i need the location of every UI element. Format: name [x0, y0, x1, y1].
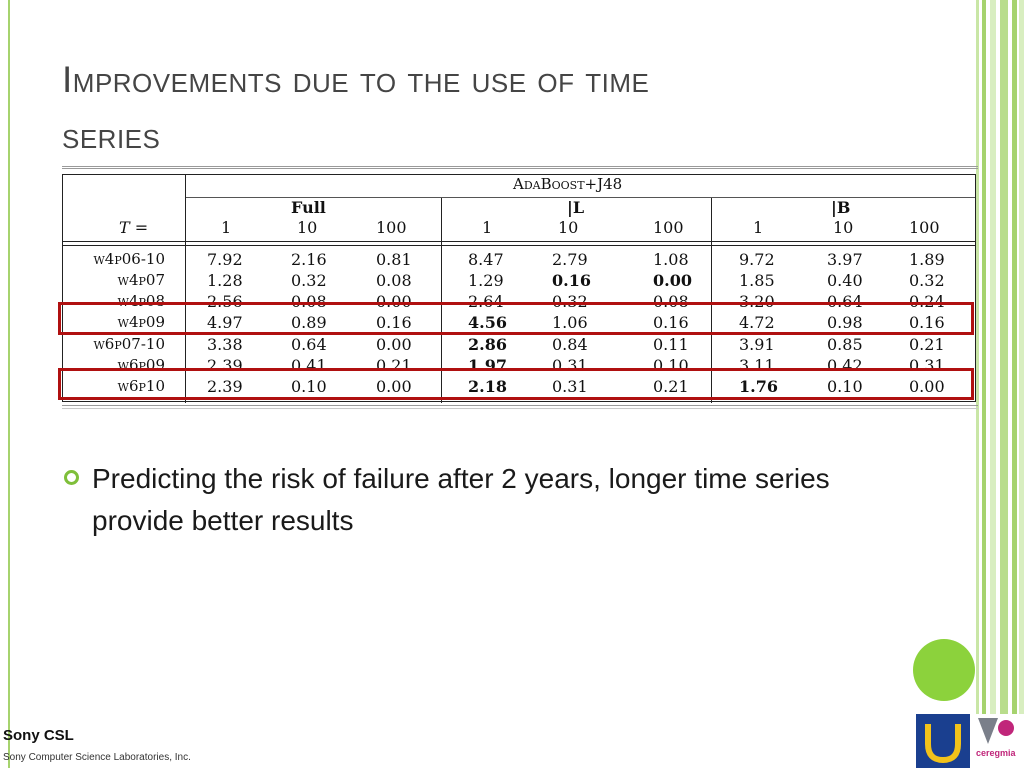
footer-brand-subtitle: Sony Computer Science Laboratories, Inc.	[3, 752, 191, 763]
group-header-b: |B	[831, 198, 851, 217]
table-cell: 0.10	[291, 377, 327, 396]
table-cell: 2.16	[291, 250, 327, 269]
table-cell: 0.08	[291, 292, 327, 311]
table-cell: 0.00	[909, 377, 945, 396]
table-cell: 2.86	[468, 335, 507, 354]
column-header-t: 100	[909, 218, 940, 237]
table-cell: 0.98	[827, 313, 863, 332]
table-cell: 4.97	[207, 313, 243, 332]
left-border-line	[8, 0, 10, 768]
table-cell: 1.06	[552, 313, 588, 332]
table-cell: 0.24	[909, 292, 945, 311]
right-decor-stripes	[976, 0, 1024, 768]
title-divider	[62, 166, 978, 169]
table-cell: 0.84	[552, 335, 588, 354]
table-cell: 0.40	[827, 271, 863, 290]
table-cell: 0.16	[909, 313, 945, 332]
table-cell: 4.56	[468, 313, 507, 332]
table-cell: 2.18	[468, 377, 507, 396]
table-row-label: w4p08	[117, 292, 165, 310]
ceregmia-logo-icon	[978, 718, 1014, 744]
table-cell: 0.32	[291, 271, 327, 290]
column-header-t: 1	[753, 218, 764, 237]
column-header-t: 1	[221, 218, 232, 237]
university-logo-icon	[916, 714, 970, 768]
t-label: T =	[119, 218, 149, 237]
table-cell: 0.00	[376, 335, 412, 354]
table-cell: 1.28	[207, 271, 243, 290]
bullet-text: Predicting the risk of failure after 2 y…	[92, 463, 830, 536]
table-cell: 9.72	[739, 250, 775, 269]
table-cell: 0.11	[653, 335, 689, 354]
column-header-t: 10	[833, 218, 854, 237]
table-cell: 1.76	[739, 377, 778, 396]
table-cell: 0.32	[552, 292, 588, 311]
table-cell: 3.38	[207, 335, 243, 354]
footer-brand: Sony CSL	[3, 727, 74, 744]
table-super-header: AdaBoost+J48	[513, 175, 623, 193]
table-cell: 4.72	[739, 313, 775, 332]
table-cell: 0.16	[653, 313, 689, 332]
table-cell: 0.16	[376, 313, 412, 332]
table-cell: 0.08	[653, 292, 689, 311]
bullet-circle-icon	[64, 470, 79, 485]
table-cell: 0.21	[909, 335, 945, 354]
table-cell: 7.92	[207, 250, 243, 269]
table-row-label: w4p07	[117, 271, 165, 289]
column-header-t: 100	[653, 218, 684, 237]
table-row-label: w4p09	[117, 313, 165, 331]
slide-title-line-2: series	[62, 115, 161, 156]
ceregmia-logo: ceregmia	[974, 714, 1024, 768]
table-cell: 2.39	[207, 377, 243, 396]
slide-title: Improvements due to the use of time seri…	[62, 52, 942, 164]
group-header-full: Full	[291, 198, 326, 217]
table-cell: 2.56	[207, 292, 243, 311]
group-header-l: |L	[567, 198, 585, 217]
table-cell: 0.00	[653, 271, 692, 290]
table-cell: 0.64	[827, 292, 863, 311]
table-cell: 1.29	[468, 271, 504, 290]
table-cell: 0.85	[827, 335, 863, 354]
table-cell: 0.89	[291, 313, 327, 332]
table-cell: 1.08	[653, 250, 689, 269]
table-cell: 1.89	[909, 250, 945, 269]
table-cell: 3.97	[827, 250, 863, 269]
table-cell: 0.00	[376, 377, 412, 396]
table-cell: 0.31	[552, 377, 588, 396]
ceregmia-logo-text: ceregmia	[976, 748, 1016, 758]
slide-title-line-1: Improvements due to the use of time	[62, 59, 650, 100]
table-cell: 0.64	[291, 335, 327, 354]
table-cell: 0.00	[376, 292, 412, 311]
green-circle-decoration	[913, 639, 975, 701]
table-row-label: w6p10	[117, 377, 165, 395]
results-table: AdaBoost+J48 Full |L |B T = 1 10 100 1 10 100…	[62, 174, 976, 403]
column-header-t: 10	[558, 218, 579, 237]
column-header-t: 1	[482, 218, 493, 237]
table-cell: 0.08	[376, 271, 412, 290]
table-cell: 8.47	[468, 250, 504, 269]
table-cell: 0.32	[909, 271, 945, 290]
table-bottom-divider	[62, 405, 978, 409]
table-cell: 0.16	[552, 271, 591, 290]
table-row-label: w6p07-10	[93, 335, 166, 353]
column-header-t: 100	[376, 218, 407, 237]
table-cell: 0.10	[827, 377, 863, 396]
table-cell: 2.79	[552, 250, 588, 269]
highlight-row-w6p10	[58, 368, 974, 400]
table-cell: 2.64	[468, 292, 504, 311]
table-cell: 1.85	[739, 271, 775, 290]
table-cell: 0.21	[653, 377, 689, 396]
table-cell: 3.91	[739, 335, 775, 354]
table-row-label: w4p06-10	[93, 250, 166, 268]
table-cell: 0.81	[376, 250, 412, 269]
highlight-row-w4p09	[58, 302, 974, 335]
column-header-t: 10	[297, 218, 318, 237]
table-cell: 3.20	[739, 292, 775, 311]
